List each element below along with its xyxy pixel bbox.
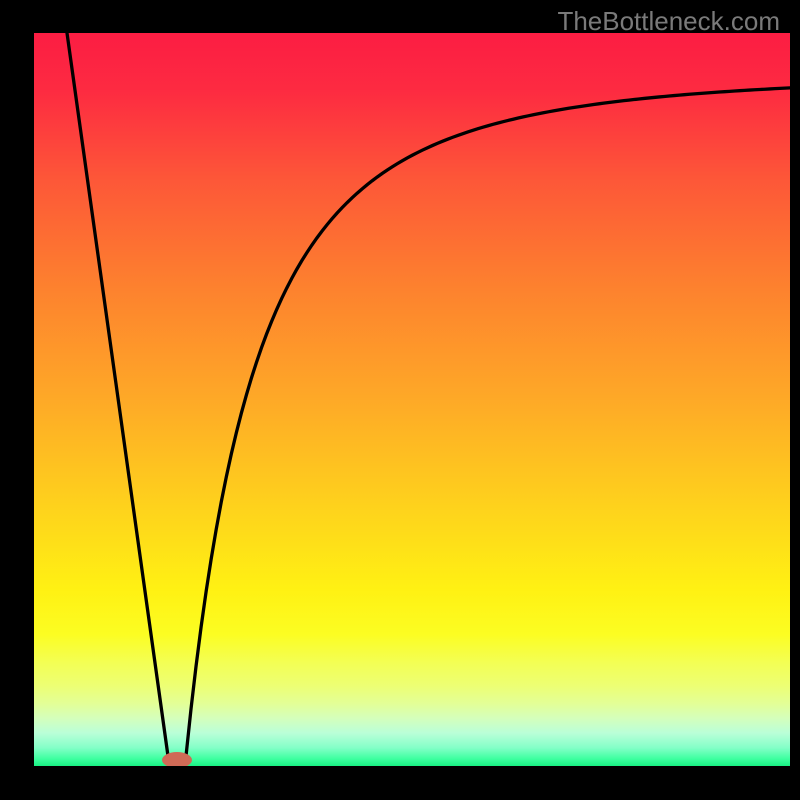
watermark-text: TheBottleneck.com: [557, 6, 780, 37]
optimum-marker: [162, 752, 192, 768]
gradient-background: [34, 33, 790, 766]
bottleneck-chart: [0, 0, 800, 800]
